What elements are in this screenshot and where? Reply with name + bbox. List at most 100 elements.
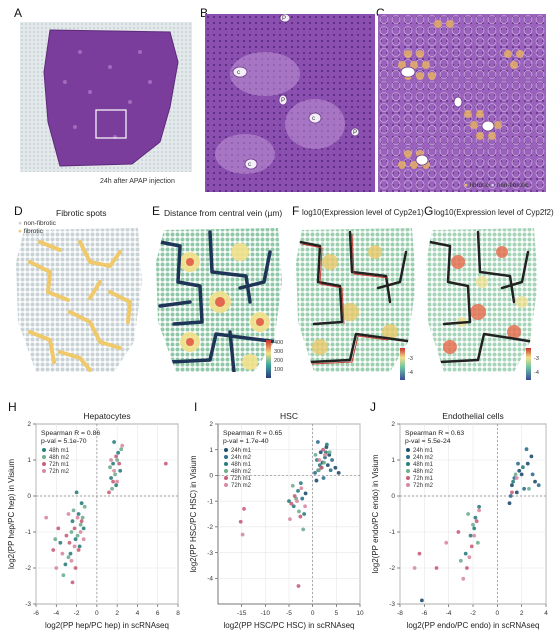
data-point [530, 472, 535, 477]
data-point [115, 479, 120, 484]
data-point [298, 481, 303, 486]
legend-entry: 72h m1 [49, 462, 70, 468]
panel-d-legend: ● non-fibrotic ● fibrotic [18, 220, 56, 236]
fibrotic-dot-icon: ● [464, 182, 468, 189]
data-point [319, 465, 324, 470]
data-point [471, 522, 475, 527]
y-tick-label: -1 [25, 529, 31, 536]
data-point [79, 519, 84, 524]
spearman-annotation: Spearman R = 0.86 [41, 430, 100, 437]
data-point [417, 551, 422, 556]
legend-entry: 24h m1 [413, 448, 434, 454]
data-point [290, 483, 295, 488]
data-point [315, 440, 320, 444]
data-point [520, 465, 525, 470]
legend-marker [224, 476, 228, 480]
chart-title: Hepatocytes [83, 411, 130, 421]
data-point [73, 566, 78, 570]
panel-label-j: J [370, 400, 376, 414]
panel-e-title: Distance from central vein (µm) [164, 208, 283, 218]
data-point [477, 508, 481, 513]
spearman-annotation: Spearman R = 0.65 [223, 430, 282, 437]
panel-c-legend: ● fibrotic ● non-fibrotic [464, 182, 529, 190]
y-tick-label: -1 [389, 529, 395, 536]
data-point [110, 486, 114, 491]
data-point [56, 526, 61, 531]
data-point [69, 558, 74, 563]
data-point [68, 551, 73, 556]
data-point [466, 512, 471, 516]
legend-marker [406, 476, 410, 480]
x-tick-label: -5 [286, 610, 292, 617]
data-point [119, 447, 124, 452]
data-point [109, 476, 113, 480]
legend-entry: 72h m2 [231, 483, 252, 489]
data-point [529, 454, 534, 459]
y-tick-label: -3 [25, 601, 31, 608]
data-point [73, 537, 78, 542]
data-point [76, 512, 81, 516]
data-point [516, 461, 520, 466]
panel-f-colorbar-ticks: -3 -4 [408, 352, 413, 380]
panel-label-f: F [292, 204, 300, 218]
x-tick-label: -4 [446, 610, 452, 617]
data-point [70, 580, 75, 585]
panel-label-b: B [200, 6, 209, 20]
data-point [324, 442, 329, 447]
data-point [327, 450, 332, 455]
data-point [458, 558, 463, 563]
colorbar-tick: -4 [534, 370, 539, 376]
pval-annotation: p-val = 1.7e-40 [223, 438, 269, 445]
data-point [81, 537, 86, 542]
legend-entry: 48h m2 [231, 469, 252, 475]
legend-marker [42, 469, 46, 473]
fibrotic-dot-icon: ● [18, 228, 22, 235]
x-tick-label: 0 [311, 610, 315, 617]
panel-b-he-zoom: c P P c c P [205, 14, 375, 192]
data-point [507, 501, 512, 506]
data-point [477, 504, 481, 509]
data-point [112, 440, 116, 444]
data-point [467, 555, 472, 560]
legend-entry: 48h m2 [49, 455, 70, 461]
y-tick-label: 2 [391, 421, 395, 428]
panel-g-colorbar-ticks: -3 -4 [534, 352, 539, 380]
data-point [313, 470, 317, 475]
y-tick-label: -3 [207, 550, 213, 557]
data-point [508, 494, 513, 498]
svg-text:P: P [281, 98, 285, 104]
data-point [70, 519, 75, 524]
data-point [313, 452, 318, 457]
data-point [292, 494, 297, 498]
x-tick-label: 10 [356, 610, 364, 617]
data-point [76, 548, 81, 552]
data-point [111, 479, 115, 484]
y-tick-label: -1 [207, 498, 213, 505]
data-point [109, 458, 113, 462]
panel-e-colorbar-ticks: 400 300 200 100 [274, 339, 283, 375]
panel-label-e: E [152, 204, 161, 218]
legend-marker [406, 455, 410, 459]
data-point [322, 460, 326, 465]
data-point [81, 526, 86, 531]
data-point [299, 486, 304, 491]
data-point [474, 519, 479, 524]
data-point [519, 472, 524, 477]
x-tick-label: -15 [237, 610, 247, 617]
data-point [536, 483, 541, 488]
pval-annotation: p-val = 5.5e-24 [405, 438, 451, 445]
non-fibrotic-dot-icon: ● [490, 182, 495, 189]
data-point [336, 470, 341, 475]
data-point [61, 573, 66, 578]
data-point [525, 461, 530, 466]
panel-label-i: I [194, 400, 198, 414]
data-point [242, 506, 246, 511]
data-point [524, 447, 529, 452]
y-axis-label: log2(PP hep/PC hep) in Visium [7, 459, 16, 569]
legend-non-fibrotic: non-fibrotic [496, 182, 529, 189]
legend-entry: 72h m1 [231, 476, 252, 482]
data-point [238, 519, 243, 524]
data-point [514, 476, 519, 480]
data-point [108, 465, 112, 470]
